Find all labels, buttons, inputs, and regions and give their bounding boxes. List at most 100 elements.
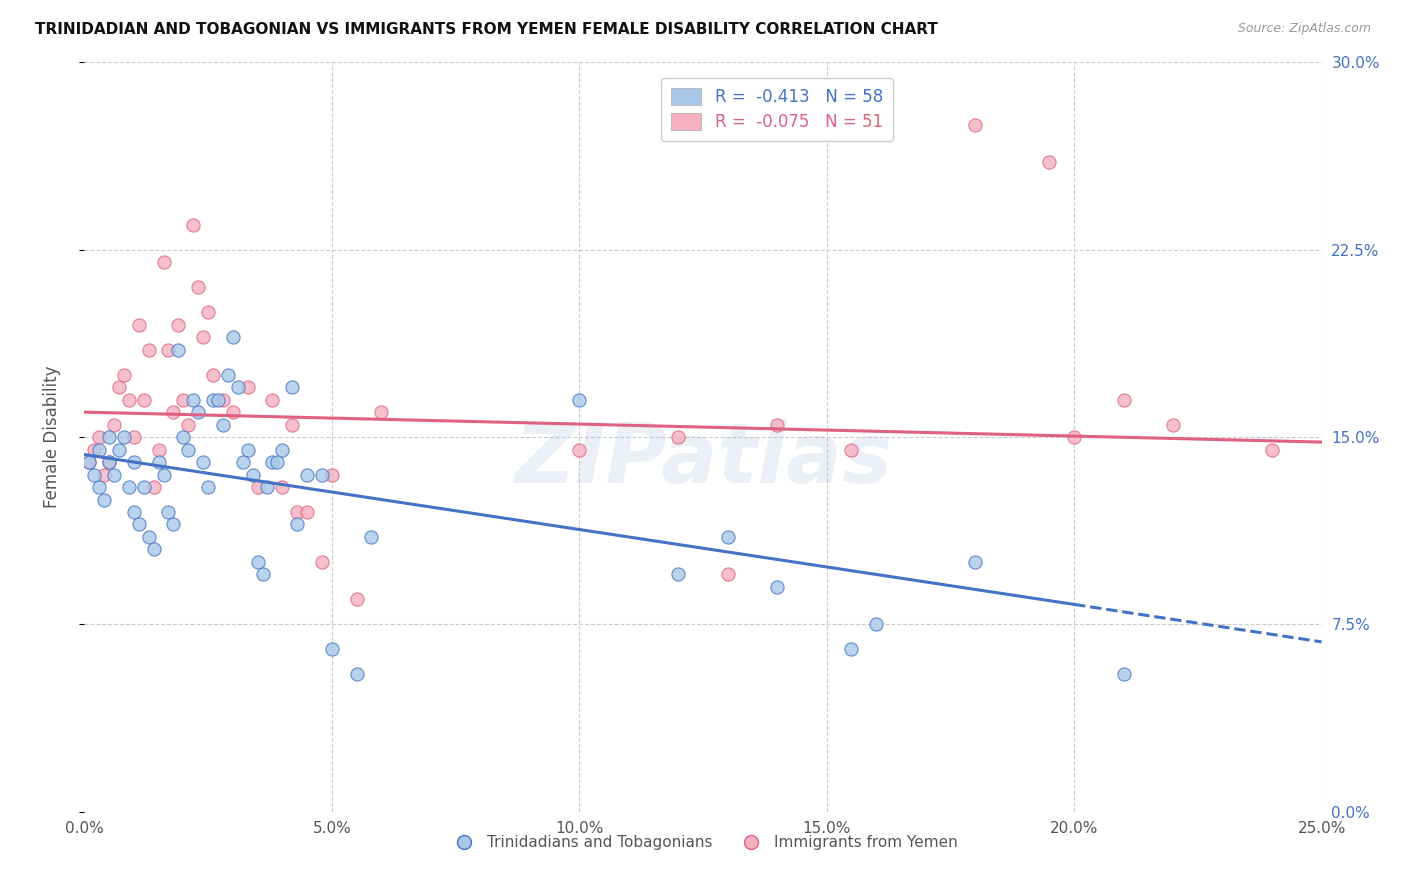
- Point: [285, 505, 308, 519]
- Point: [568, 442, 591, 457]
- Point: [181, 218, 204, 232]
- Point: [207, 392, 229, 407]
- Point: [346, 667, 368, 681]
- Point: [311, 555, 333, 569]
- Point: [246, 555, 269, 569]
- Point: [568, 392, 591, 407]
- Point: [103, 467, 125, 482]
- Point: [152, 467, 174, 482]
- Point: [177, 442, 200, 457]
- Point: [295, 467, 318, 482]
- Point: [666, 430, 689, 444]
- Point: [865, 617, 887, 632]
- Point: [1038, 155, 1060, 169]
- Point: [841, 642, 863, 657]
- Point: [236, 380, 259, 394]
- Point: [360, 530, 382, 544]
- Point: [98, 455, 121, 469]
- Point: [112, 430, 135, 444]
- Point: [148, 442, 170, 457]
- Point: [187, 280, 209, 294]
- Point: [118, 480, 141, 494]
- Point: [717, 567, 740, 582]
- Point: [162, 517, 184, 532]
- Point: [311, 467, 333, 482]
- Point: [865, 93, 887, 107]
- Point: [197, 480, 219, 494]
- Point: [108, 442, 131, 457]
- Point: [212, 417, 235, 432]
- Point: [83, 467, 105, 482]
- Point: [157, 505, 180, 519]
- Point: [89, 442, 111, 457]
- Point: [202, 368, 225, 382]
- Point: [172, 392, 194, 407]
- Point: [226, 380, 249, 394]
- Text: TRINIDADIAN AND TOBAGONIAN VS IMMIGRANTS FROM YEMEN FEMALE DISABILITY CORRELATIO: TRINIDADIAN AND TOBAGONIAN VS IMMIGRANTS…: [35, 22, 938, 37]
- Point: [321, 642, 343, 657]
- Point: [138, 343, 160, 357]
- Point: [266, 455, 288, 469]
- Point: [232, 455, 254, 469]
- Point: [89, 480, 111, 494]
- Point: [1261, 442, 1284, 457]
- Point: [242, 467, 264, 482]
- Point: [666, 567, 689, 582]
- Point: [162, 405, 184, 419]
- Point: [191, 330, 214, 344]
- Point: [112, 368, 135, 382]
- Point: [98, 455, 121, 469]
- Point: [256, 480, 278, 494]
- Point: [202, 392, 225, 407]
- Point: [1161, 417, 1184, 432]
- Point: [118, 392, 141, 407]
- Point: [222, 405, 245, 419]
- Point: [93, 467, 115, 482]
- Point: [965, 555, 987, 569]
- Point: [1112, 667, 1135, 681]
- Point: [271, 480, 294, 494]
- Text: ZIPatlas: ZIPatlas: [515, 419, 891, 500]
- Point: [79, 455, 101, 469]
- Point: [128, 318, 150, 332]
- Point: [281, 380, 304, 394]
- Point: [108, 380, 131, 394]
- Point: [142, 542, 165, 557]
- Point: [197, 305, 219, 319]
- Point: [142, 480, 165, 494]
- Point: [128, 517, 150, 532]
- Point: [262, 392, 284, 407]
- Point: [271, 442, 294, 457]
- Point: [132, 480, 155, 494]
- Point: [285, 517, 308, 532]
- Point: [252, 567, 274, 582]
- Text: Source: ZipAtlas.com: Source: ZipAtlas.com: [1237, 22, 1371, 36]
- Point: [1112, 392, 1135, 407]
- Point: [89, 430, 111, 444]
- Point: [98, 430, 121, 444]
- Point: [766, 580, 789, 594]
- Point: [132, 392, 155, 407]
- Point: [167, 343, 190, 357]
- Point: [177, 417, 200, 432]
- Point: [93, 492, 115, 507]
- Point: [122, 455, 145, 469]
- Point: [172, 430, 194, 444]
- Point: [1063, 430, 1085, 444]
- Point: [167, 318, 190, 332]
- Point: [370, 405, 392, 419]
- Legend: Trinidadians and Tobagonians, Immigrants from Yemen: Trinidadians and Tobagonians, Immigrants…: [443, 830, 963, 856]
- Point: [281, 417, 304, 432]
- Point: [262, 455, 284, 469]
- Point: [187, 405, 209, 419]
- Point: [122, 430, 145, 444]
- Point: [138, 530, 160, 544]
- Point: [83, 442, 105, 457]
- Point: [346, 592, 368, 607]
- Point: [157, 343, 180, 357]
- Point: [79, 455, 101, 469]
- Point: [321, 467, 343, 482]
- Point: [148, 455, 170, 469]
- Point: [181, 392, 204, 407]
- Point: [103, 417, 125, 432]
